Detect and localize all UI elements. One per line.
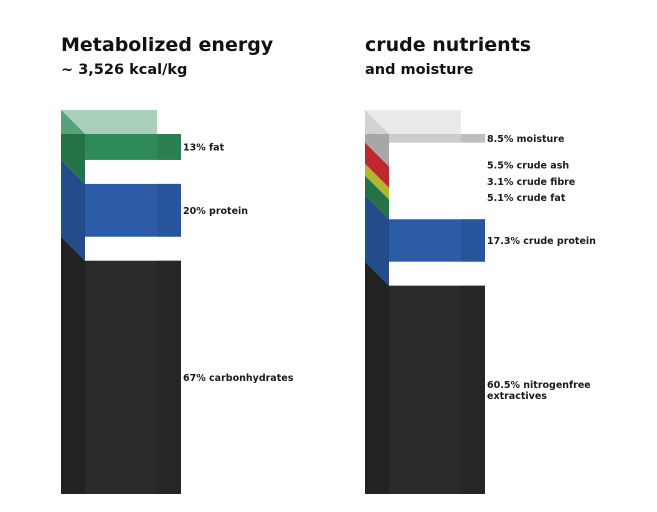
- chart-subtitle-nutrients: and moisture: [365, 62, 474, 78]
- bar-top-nutrients: [365, 110, 485, 134]
- bar-side-nutrients-60-5-nitrogenfree-extractives: [365, 261, 389, 494]
- bar-side-energy-67-carbonhydrates: [61, 236, 85, 494]
- segment-label-energy-20-protein: 20% protein: [183, 206, 248, 217]
- bar-side-nutrients-3-1-crude-fibre: [365, 163, 389, 200]
- bar-side-nutrients-5-1-crude-fat: [365, 175, 389, 220]
- segment-label-energy-13-fat: 13% fat: [183, 142, 225, 153]
- bar-inner-energy-13-fat: [157, 134, 181, 160]
- bar-inner-energy-20-protein: [157, 183, 181, 237]
- bar-side-nutrients-17-3-crude-protein: [365, 195, 389, 286]
- segment-label-nutrients-5-5-crude-ash: 5.5% crude ash: [487, 161, 569, 172]
- bar-inner-nutrients-17-3-crude-protein: [461, 219, 485, 262]
- segment-label-nutrients-17-3-crude-protein: 17.3% crude protein: [487, 236, 596, 247]
- chart-subtitle-energy: ~ 3,526 kcal/kg: [61, 62, 188, 78]
- bar-inner-energy-67-carbonhydrates: [157, 260, 181, 494]
- segment-label-nutrients-60-5-nitrogenfree-extractives: 60.5% nitrogenfree extractives: [487, 380, 591, 402]
- bar-inner-nutrients-8-5-moisture: [461, 134, 485, 143]
- bar-side-nutrients-5-5-crude-ash: [365, 142, 389, 188]
- segment-label-energy-67-carbonhydrates: 67% carbonhydrates: [183, 373, 294, 384]
- bar-inner-nutrients-60-5-nitrogenfree-extractives: [461, 285, 485, 494]
- segment-label-nutrients-3-1-crude-fibre: 3.1% crude fibre: [487, 177, 575, 188]
- bar-top-energy: [61, 110, 181, 134]
- segment-label-nutrients-5-1-crude-fat: 5.1% crude fat: [487, 193, 566, 204]
- segment-label-nutrients-8-5-moisture: 8.5% moisture: [487, 134, 564, 145]
- chart-title-nutrients: crude nutrients: [365, 34, 532, 56]
- bar-back-energy-13-fat: [61, 110, 157, 134]
- bar-back-nutrients-8-5-moisture: [365, 110, 461, 134]
- bar-side-energy-20-protein: [61, 159, 85, 261]
- bar-front-nutrients-8-5-moisture: [389, 134, 485, 143]
- chart-title-energy: Metabolized energy: [61, 34, 274, 56]
